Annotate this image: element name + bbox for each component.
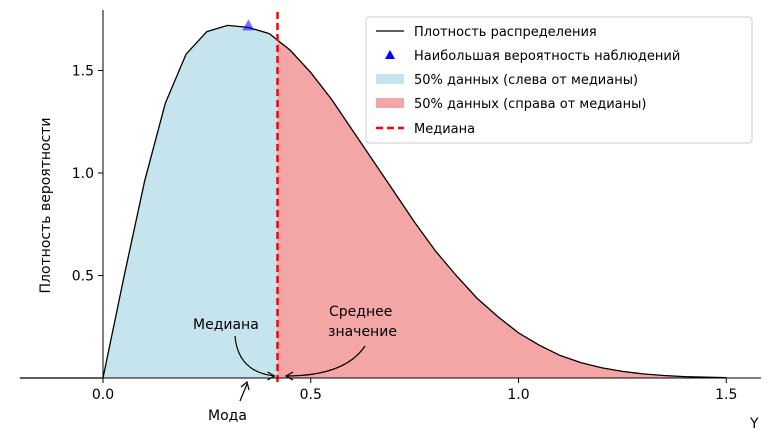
legend-label-density: Плотность распределения: [414, 25, 597, 40]
median-annotation-arrow: [234, 335, 275, 377]
x-axis-label: Y: [749, 416, 759, 432]
legend-label-median: Медиана: [414, 122, 475, 137]
y-axis-label: Плотность вероятности: [38, 117, 54, 293]
x-ticks: 0.0 0.5 1.0 1.5: [92, 378, 737, 403]
legend-label-mode: Наибольшая вероятность наблюдений: [414, 49, 680, 64]
x-tick-label: 0.0: [92, 387, 114, 403]
left-half-area: [103, 25, 278, 379]
x-tick-label: 0.5: [300, 387, 322, 403]
legend: Плотность распределения Наибольшая вероя…: [365, 16, 753, 144]
x-tick-label: 1.0: [507, 387, 529, 403]
legend-label-right-half: 50% данных (справа от медианы): [414, 97, 646, 112]
legend-swatch-left-half: [376, 74, 404, 84]
x-tick-label: 1.5: [715, 387, 737, 403]
mean-annotation-label-line2: значение: [328, 324, 397, 340]
right-half-area: [277, 40, 727, 378]
legend-swatch-right-half: [376, 98, 404, 108]
mean-annotation-arrow: [285, 345, 366, 377]
legend-frame: [365, 16, 753, 144]
y-tick-label: 1.5: [72, 64, 94, 80]
legend-swatch-mode: [385, 50, 395, 59]
median-annotation-arrowhead: [267, 371, 276, 381]
mode-annotation-arrow: [239, 383, 248, 402]
median-annotation-label: Медиана: [193, 317, 259, 333]
mean-annotation-arrowhead: [284, 371, 294, 381]
density-line: [19, 24, 727, 379]
plot-area: [19, 12, 727, 382]
mode-annotation-arrowhead: [240, 380, 250, 391]
mean-annotation-label-line1: Среднее: [329, 304, 392, 320]
legend-label-left-half: 50% данных (слева от медианы): [414, 73, 638, 88]
mode-annotation-label: Мода: [208, 408, 247, 424]
annotations: Медиана Среднее значение Мода: [193, 304, 397, 424]
mode-marker: [242, 19, 255, 31]
axes: 0.0 0.5 1.0 1.5 0.5 1.0 1.5 Y Плотность вероя…: [19, 10, 761, 432]
y-ticks: 0.5 1.0 1.5: [72, 64, 103, 285]
y-tick-label: 1.0: [72, 166, 94, 182]
y-tick-label: 0.5: [72, 269, 94, 285]
